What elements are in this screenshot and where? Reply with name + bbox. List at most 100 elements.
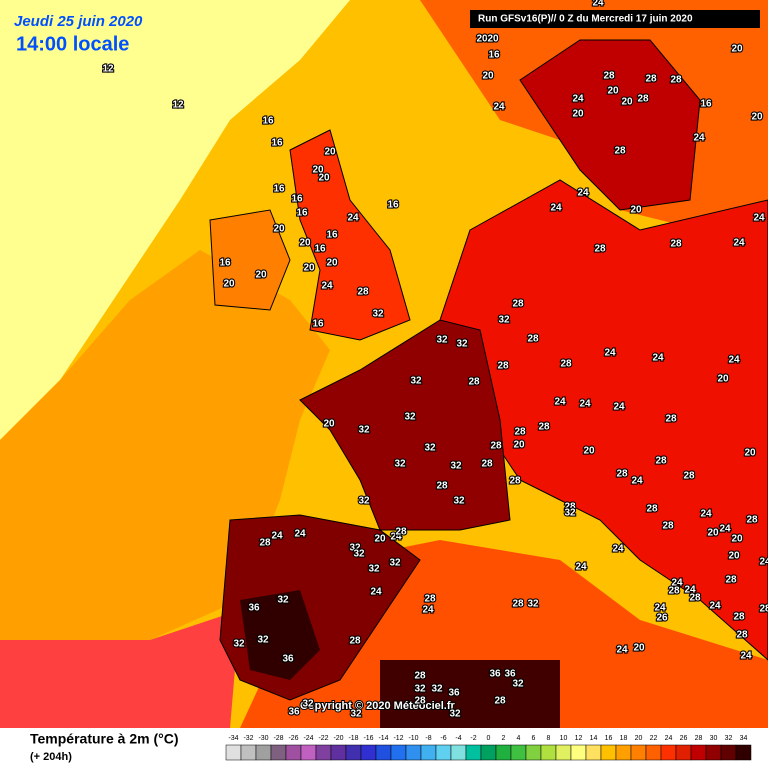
legend-tick-label: 28 (695, 735, 703, 742)
temperature-label: 20 (607, 86, 619, 97)
temperature-label: 24 (709, 601, 721, 612)
legend-tick-label: -8 (425, 735, 431, 742)
legend-tick-label: 2 (502, 735, 506, 742)
temperature-label: 28 (509, 476, 521, 487)
land-britain (289, 129, 411, 341)
temperature-label: 26 (656, 613, 668, 624)
temperature-label: 24 (671, 578, 683, 589)
temperature-label: 24 (604, 348, 616, 359)
legend-swatch (540, 744, 557, 761)
temperature-label: 32 (498, 315, 510, 326)
temperature-label: 28 (538, 422, 550, 433)
temperature-label: 24 (554, 397, 566, 408)
temperature-label: 20 (751, 112, 763, 123)
legend-tick-label: 10 (560, 735, 568, 742)
legend-swatch (555, 744, 572, 761)
temperature-label: 28 (357, 287, 369, 298)
legend-swatch (450, 744, 467, 761)
temperature-label: 32 (353, 549, 365, 560)
land-france (299, 319, 511, 531)
temperature-label: 28 (683, 471, 695, 482)
legend-tick-label: 32 (725, 735, 733, 742)
temperature-label: 20 (312, 165, 324, 176)
temperature-label: 20 (318, 173, 330, 184)
temperature-label: 20 (572, 109, 584, 120)
temperature-label: 24 (370, 587, 382, 598)
temperature-label: 24 (616, 645, 628, 656)
temperature-label: 24 (577, 188, 589, 199)
legend-tick-label: -10 (408, 735, 418, 742)
legend-tick-label: 22 (650, 735, 658, 742)
temperature-label: 20 (487, 34, 499, 45)
legend-swatch (300, 744, 317, 761)
legend-tick-label: 12 (575, 735, 583, 742)
legend-swatch (360, 744, 377, 761)
run-info: Run GFSv16(P)// 0 Z du Mercredi 17 juin … (478, 14, 693, 25)
temperature-label: 36 (288, 707, 300, 718)
land-scandinavia (519, 39, 701, 211)
temperature-label: 20 (374, 534, 386, 545)
temperature-label: 20 (323, 419, 335, 430)
temperature-label: 28 (259, 538, 271, 549)
temperature-label: 16 (291, 194, 303, 205)
temperature-label: 28 (560, 359, 572, 370)
temperature-label: 24 (684, 585, 696, 596)
temperature-label: 16 (219, 258, 231, 269)
temperature-label: 24 (753, 213, 765, 224)
temperature-label: 32 (410, 376, 422, 387)
legend-tick-label: -30 (258, 735, 268, 742)
temperature-label: 20 (731, 534, 743, 545)
legend-tick-label: 20 (635, 735, 643, 742)
temperature-label: 24 (575, 562, 587, 573)
temperature-label: 28 (512, 299, 524, 310)
temperature-label: 12 (102, 64, 114, 75)
land-africa (380, 660, 560, 728)
temperature-label: 28 (670, 239, 682, 250)
temperature-label: 24 (271, 531, 283, 542)
temperature-label: 28 (414, 696, 426, 707)
legend-swatch (690, 744, 707, 761)
temperature-label: 20 (707, 528, 719, 539)
legend-tick-label: -34 (228, 735, 238, 742)
temperature-label: 36 (504, 669, 516, 680)
legend-tick-label: -14 (378, 735, 388, 742)
temperature-label: 20 (728, 551, 740, 562)
temperature-label: 28 (645, 74, 657, 85)
temperature-label: 28 (665, 414, 677, 425)
legend-swatch (270, 744, 287, 761)
temperature-label: 28 (668, 586, 680, 597)
temperature-label: 36 (489, 669, 501, 680)
time: 14:00 locale (16, 33, 129, 55)
temperature-label: 20 (255, 270, 267, 281)
legend-swatch (345, 744, 362, 761)
temperature-label: 32 (368, 564, 380, 575)
temperature-label: 24 (592, 0, 604, 9)
temperature-label: 20 (630, 205, 642, 216)
temperature-label: 32 (564, 508, 576, 519)
temperature-label: 32 (414, 684, 426, 695)
temperature-label: 16 (326, 230, 338, 241)
legend-lead: (+ 204h) (30, 751, 72, 763)
temperature-label: 16 (271, 138, 283, 149)
temperature-label: 28 (395, 527, 407, 538)
temperature-label: 32 (257, 635, 269, 646)
temperature-label: 24 (719, 524, 731, 535)
temperature-label: 32 (404, 412, 416, 423)
legend-swatch (390, 744, 407, 761)
temperature-label: 32 (436, 335, 448, 346)
temperature-label: 28 (494, 696, 506, 707)
temperature-label: 24 (733, 238, 745, 249)
temperature-label: 32 (277, 595, 289, 606)
temperature-label: 16 (273, 184, 285, 195)
legend-swatch (675, 744, 692, 761)
legend-tick-label: 0 (487, 735, 491, 742)
temperature-label: 28 (436, 481, 448, 492)
temperature-label: 20 (744, 448, 756, 459)
temperature-label: 16 (700, 99, 712, 110)
legend-swatch (735, 744, 752, 761)
temperature-label: 20 (299, 238, 311, 249)
legend-tick-label: -6 (440, 735, 446, 742)
legend-tick-label: -26 (288, 735, 298, 742)
temperature-label: 20 (273, 224, 285, 235)
